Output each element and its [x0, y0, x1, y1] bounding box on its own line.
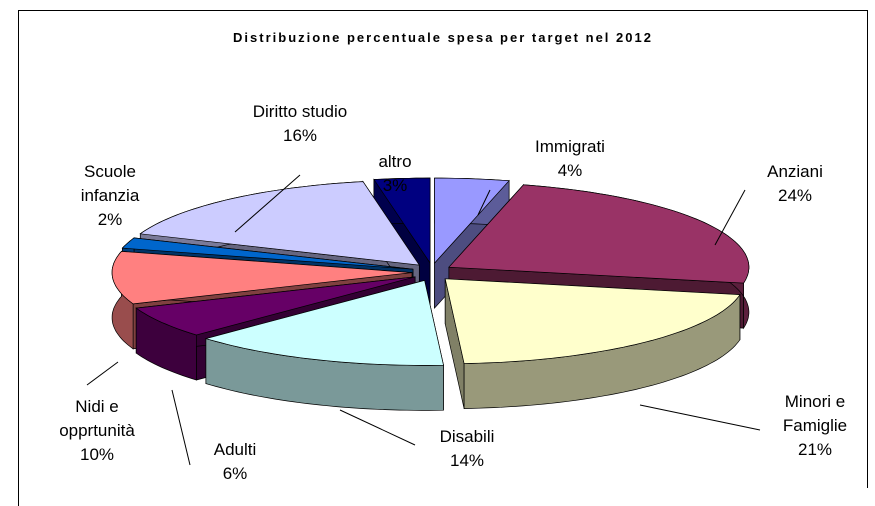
slice-top: [373, 177, 431, 265]
value-label: 24%: [777, 186, 813, 205]
category-label: Immigrati: [535, 137, 605, 156]
slice-top: [434, 177, 510, 265]
slice-label: Disabili 14%: [422, 425, 512, 473]
category-label: Scuole infanzia: [80, 162, 140, 205]
value-label: 16%: [282, 126, 318, 145]
category-label: Adulti: [213, 440, 257, 459]
leader-line: [477, 189, 491, 216]
slice-label: Nidi e opprtunità 10%: [42, 395, 152, 467]
category-label: Diritto studio: [252, 102, 348, 121]
slice-label: Adulti 6%: [200, 438, 270, 486]
slice-label: Scuole infanzia 2%: [65, 160, 155, 232]
leader-line: [339, 409, 416, 446]
slice-top: [135, 276, 416, 336]
category-label: Disabili: [439, 427, 495, 446]
chart-title: Distribuzione percentuale spesa per targ…: [233, 30, 653, 45]
slice-top: [444, 278, 741, 364]
category-label: Nidi e opprtunità: [59, 397, 135, 440]
category-label: Minori e Famiglie: [782, 392, 848, 435]
leader-line: [639, 404, 761, 431]
slice-label: Diritto studio 16%: [225, 100, 375, 148]
slice-label: altro 3%: [365, 150, 425, 198]
frame-line: [18, 10, 19, 506]
slice: [204, 279, 444, 411]
leader-line: [234, 174, 301, 233]
value-label: 21%: [797, 440, 833, 459]
value-label: 6%: [222, 464, 248, 483]
value-label: 4%: [557, 161, 583, 180]
value-label: 3%: [382, 176, 408, 195]
slice-label: Immigrati 4%: [515, 135, 625, 183]
slice-top: [448, 184, 750, 284]
value-label: 10%: [79, 445, 115, 464]
slice-top: [121, 237, 414, 270]
slice-top: [139, 181, 421, 266]
leader-line: [86, 361, 119, 386]
slice: [444, 278, 741, 409]
slice-label: Anziani 24%: [750, 160, 840, 208]
leader-line: [714, 189, 746, 246]
value-label: 2%: [97, 210, 123, 229]
category-label: altro: [378, 152, 412, 171]
slice-top: [111, 251, 413, 305]
category-label: Anziani: [767, 162, 823, 181]
slice-top: [204, 279, 444, 366]
slice-label: Minori e Famiglie 21%: [770, 390, 860, 462]
leader-line: [171, 389, 191, 466]
value-label: 14%: [449, 451, 485, 470]
